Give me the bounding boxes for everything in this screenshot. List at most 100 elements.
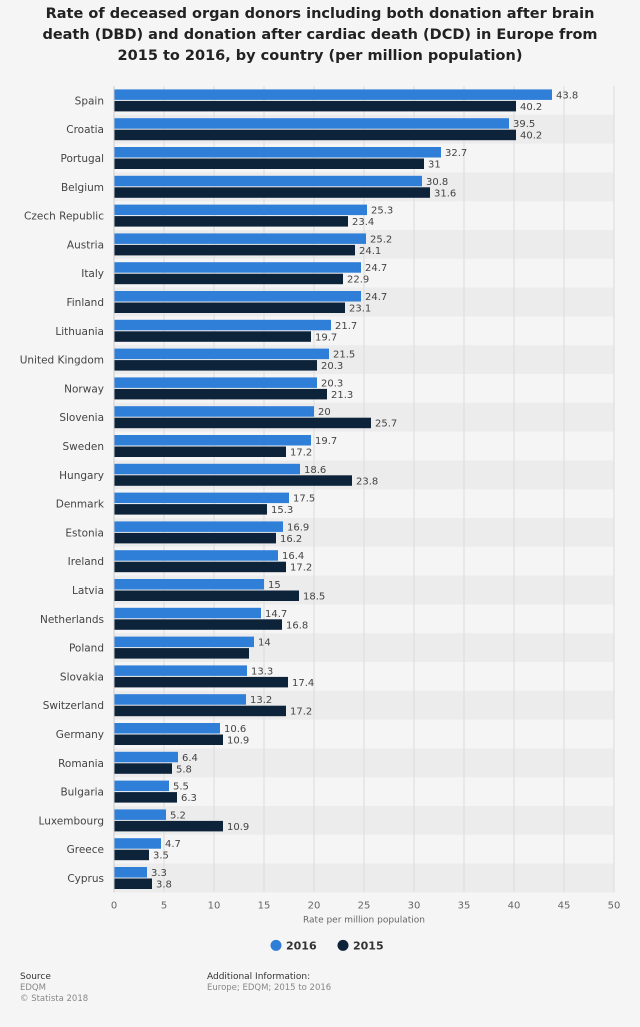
bar-2016[interactable] (114, 751, 178, 763)
category-label: Bulgaria (60, 787, 104, 799)
bar-2015[interactable] (114, 561, 286, 573)
x-tick-label: 30 (408, 900, 421, 911)
category-label: Netherlands (40, 614, 104, 626)
bar-2016[interactable] (114, 406, 314, 417)
data-label-2016: 3.3 (151, 868, 167, 879)
data-label-2016: 13.3 (251, 666, 273, 677)
bar-2016[interactable] (114, 463, 300, 475)
bar-2015[interactable] (114, 100, 516, 112)
category-label: Greece (67, 844, 104, 856)
bar-2015[interactable] (114, 792, 177, 803)
data-label-2015: 6.3 (181, 793, 197, 804)
data-label-2015: 24.1 (359, 246, 381, 257)
category-label: Finland (66, 297, 104, 309)
bar-2015[interactable] (114, 302, 345, 314)
bar-2015[interactable] (114, 820, 223, 832)
source-block: Source EDQM © Statista 2018 (20, 972, 88, 1005)
category-label: Denmark (56, 499, 105, 511)
x-tick-label: 5 (161, 900, 167, 911)
bar-2016[interactable] (114, 291, 361, 302)
bar-2015[interactable] (114, 676, 288, 688)
bar-2015[interactable] (114, 129, 516, 141)
bar-2016[interactable] (114, 521, 283, 532)
bar-2016[interactable] (114, 377, 317, 388)
bar-2016[interactable] (114, 607, 261, 619)
bar-2016[interactable] (114, 809, 166, 820)
data-label-2016: 24.7 (365, 263, 387, 274)
bar-2015[interactable] (114, 734, 223, 746)
bar-2015[interactable] (114, 360, 317, 371)
bar-2015[interactable] (114, 878, 152, 890)
data-label-2015: 17.4 (292, 678, 314, 689)
bar-2015[interactable] (114, 504, 267, 515)
legend-marker-2015[interactable] (337, 939, 349, 951)
data-label-2016: 19.7 (315, 436, 337, 447)
bar-2016[interactable] (114, 579, 264, 590)
data-label-2015: 3.8 (156, 880, 172, 891)
bar-2015[interactable] (114, 187, 430, 198)
bar-2015[interactable] (114, 158, 424, 170)
data-label-2015: 22.9 (347, 275, 369, 286)
bar-2016[interactable] (114, 867, 147, 878)
source-line-2[interactable]: © Statista 2018 (20, 994, 89, 1004)
bar-2016[interactable] (114, 838, 161, 849)
bar-2015[interactable] (114, 417, 371, 429)
bar-2016[interactable] (114, 550, 278, 561)
data-label-2015: 31 (428, 160, 441, 171)
bar-2016[interactable] (114, 636, 254, 648)
bar-2015[interactable] (114, 532, 276, 544)
bar-2016[interactable] (114, 118, 509, 129)
bar-2016[interactable] (114, 723, 220, 734)
bar-2016[interactable] (114, 435, 311, 446)
bar-2015[interactable] (114, 446, 286, 458)
data-label-2016: 20.3 (321, 378, 343, 389)
bar-2015[interactable] (114, 475, 352, 486)
data-label-2016: 5.5 (173, 782, 189, 793)
data-label-2016: 10.6 (224, 724, 246, 735)
data-label-2015: 18.5 (303, 592, 325, 603)
bar-2016[interactable] (114, 262, 361, 273)
data-label-2016: 25.2 (370, 234, 392, 245)
bar-2015[interactable] (114, 648, 249, 659)
source-line-1: EDQM (20, 983, 46, 993)
x-axis-title: Rate per million population (303, 915, 425, 925)
bar-2016[interactable] (114, 492, 289, 504)
bar-2016[interactable] (114, 319, 331, 331)
bar-2015[interactable] (114, 705, 286, 717)
legend-label-2015[interactable]: 2015 (353, 939, 384, 952)
bar-2016[interactable] (114, 694, 246, 705)
bar-2015[interactable] (114, 273, 343, 285)
bar-2016[interactable] (114, 89, 552, 100)
category-label: Spain (75, 95, 104, 107)
category-label: Portugal (61, 153, 105, 165)
bar-2015[interactable] (114, 590, 299, 602)
bar-2016[interactable] (114, 204, 367, 216)
bar-2016[interactable] (114, 665, 247, 676)
legend-label-2016[interactable]: 2016 (286, 939, 317, 952)
x-tick-label: 50 (608, 900, 621, 911)
bar-2015[interactable] (114, 763, 172, 774)
data-label-2015: 5.8 (176, 764, 192, 775)
bar-2015[interactable] (114, 388, 327, 400)
category-label: Estonia (65, 527, 104, 539)
bar-2016[interactable] (114, 175, 422, 187)
bar-2015[interactable] (114, 331, 311, 342)
category-label: Italy (81, 268, 104, 280)
source-heading: Source (20, 972, 51, 982)
data-label-2016: 6.4 (182, 753, 198, 764)
data-label-2015: 16.2 (280, 534, 302, 545)
legend-marker-2016[interactable] (270, 939, 282, 951)
bar-2015[interactable] (114, 216, 348, 227)
bar-2015[interactable] (114, 244, 355, 256)
x-tick-label: 45 (558, 900, 571, 911)
bar-2015[interactable] (114, 619, 282, 630)
bar-2016[interactable] (114, 233, 366, 244)
bar-2015[interactable] (114, 849, 149, 861)
bar-2016[interactable] (114, 780, 169, 792)
bar-2016[interactable] (114, 348, 329, 360)
x-tick-label: 35 (458, 900, 471, 911)
data-label-2015: 23.8 (356, 476, 378, 487)
category-label: Ireland (68, 556, 104, 568)
data-label-2016: 21.7 (335, 321, 357, 332)
bar-2016[interactable] (114, 147, 441, 158)
